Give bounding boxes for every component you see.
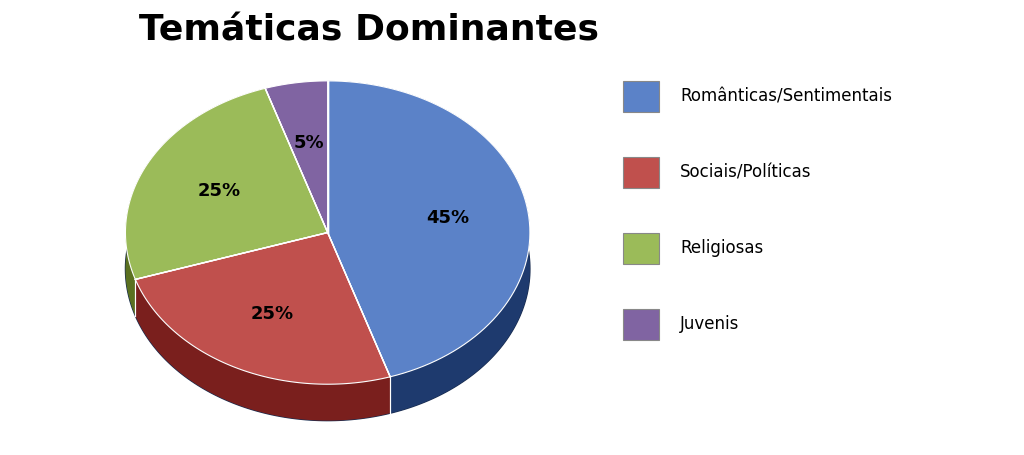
FancyBboxPatch shape — [623, 81, 659, 111]
FancyBboxPatch shape — [623, 309, 659, 340]
Polygon shape — [126, 88, 328, 279]
Text: 5%: 5% — [294, 134, 324, 152]
Text: 45%: 45% — [426, 209, 469, 228]
Polygon shape — [328, 81, 529, 377]
Text: Temáticas Dominantes: Temáticas Dominantes — [138, 14, 599, 48]
Polygon shape — [328, 81, 529, 413]
Text: 25%: 25% — [198, 182, 241, 200]
Text: Sociais/Políticas: Sociais/Políticas — [680, 163, 811, 181]
FancyBboxPatch shape — [623, 233, 659, 264]
Polygon shape — [126, 88, 265, 316]
FancyBboxPatch shape — [623, 157, 659, 188]
Polygon shape — [135, 279, 390, 420]
Polygon shape — [265, 81, 328, 233]
Text: 25%: 25% — [251, 305, 294, 323]
Polygon shape — [135, 233, 390, 384]
Text: Românticas/Sentimentais: Românticas/Sentimentais — [680, 87, 892, 105]
Text: Juvenis: Juvenis — [680, 315, 739, 334]
Polygon shape — [126, 117, 529, 420]
Text: Religiosas: Religiosas — [680, 239, 763, 257]
